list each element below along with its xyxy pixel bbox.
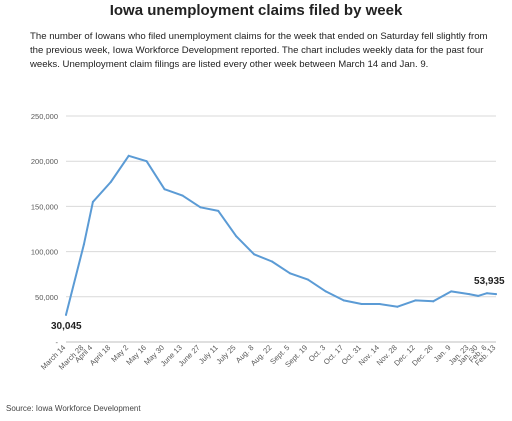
data-point: [235, 235, 238, 238]
chart-description: The number of Iowans who filed unemploym…: [30, 31, 488, 70]
x-tick-label: July 25: [214, 343, 237, 366]
series-line: [65, 154, 497, 316]
data-point: [109, 180, 112, 183]
data-point: [288, 272, 291, 275]
y-tick-label: 250,000: [31, 112, 58, 121]
data-point: [65, 313, 67, 316]
data-point: [163, 188, 166, 191]
data-point: [82, 243, 85, 246]
y-tick-label: 100,000: [31, 248, 58, 257]
data-point: [378, 303, 381, 306]
y-tick-label: -: [56, 338, 59, 347]
data-point: [495, 293, 497, 296]
series: [65, 154, 497, 316]
data-point: [450, 290, 453, 293]
data-point: [306, 278, 309, 281]
source-note: Source: Iowa Workforce Development: [6, 404, 141, 413]
y-tick-label: 200,000: [31, 157, 58, 166]
data-point: [396, 305, 399, 308]
y-tick-label: 50,000: [35, 293, 58, 302]
data-point: [253, 253, 256, 256]
data-label: 53,935: [474, 276, 505, 287]
y-axis: - 50,000 100,000 150,000 200,000 250,000: [31, 112, 59, 347]
data-point: [324, 290, 327, 293]
data-label: 30,045: [51, 321, 82, 332]
data-point: [468, 293, 471, 296]
chart-title: Iowa unemployment claims filed by week: [109, 2, 403, 19]
annotations: 30,045 53,935: [51, 276, 505, 332]
y-tick-label: 150,000: [31, 202, 58, 211]
data-point: [477, 294, 480, 297]
data-point: [360, 303, 363, 306]
gridlines: [66, 115, 496, 343]
data-point: [217, 209, 220, 212]
data-point: [91, 200, 94, 203]
data-point: [127, 154, 130, 157]
data-point: [199, 206, 202, 209]
data-point: [414, 299, 417, 302]
data-point: [145, 160, 148, 163]
line-chart: - 50,000 100,000 150,000 200,000 250,000 Marc…: [31, 112, 505, 372]
data-point: [271, 260, 274, 263]
data-point: [486, 292, 489, 295]
data-point: [342, 299, 345, 302]
data-point: [181, 194, 184, 197]
data-point: [432, 300, 435, 303]
